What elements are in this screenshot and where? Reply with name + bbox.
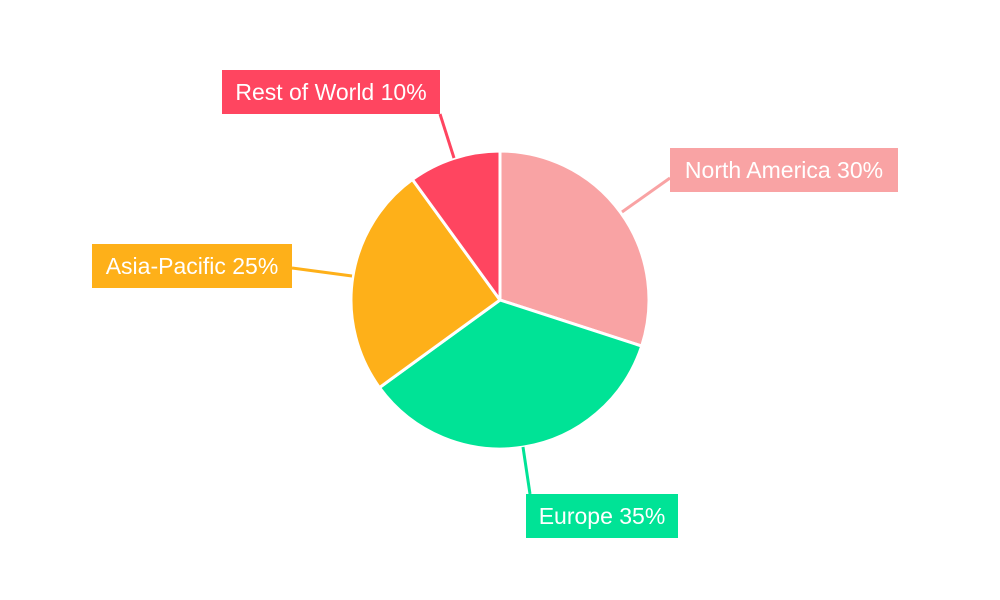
slice-label: Asia-Pacific 25% [92, 244, 292, 288]
slice-labels: North America 30% Europe 35% Asia-Pacific … [92, 70, 898, 538]
label-text: North America 30% [685, 157, 883, 183]
leader-lines [291, 113, 671, 495]
leader-line [438, 113, 456, 159]
label-text: Rest of World 10% [235, 79, 426, 105]
leader-line [521, 446, 532, 495]
slice-label: Europe 35% [526, 494, 678, 538]
leader-line [291, 266, 353, 278]
label-background [670, 148, 898, 192]
label-text: Asia-Pacific 25% [106, 253, 279, 279]
label-background [222, 70, 440, 114]
slice-label: Rest of World 10% [222, 70, 440, 114]
label-background [92, 244, 292, 288]
slice-label: North America 30% [670, 148, 898, 192]
label-background [526, 494, 678, 538]
pie-slice-north-america[interactable] [498, 149, 651, 348]
leader-line [621, 176, 671, 214]
pie-slice-asia-pacific[interactable] [349, 177, 502, 390]
pie-slice-rest-of-world[interactable] [410, 149, 502, 302]
pie-slices [349, 149, 651, 451]
label-text: Europe 35% [539, 503, 666, 529]
